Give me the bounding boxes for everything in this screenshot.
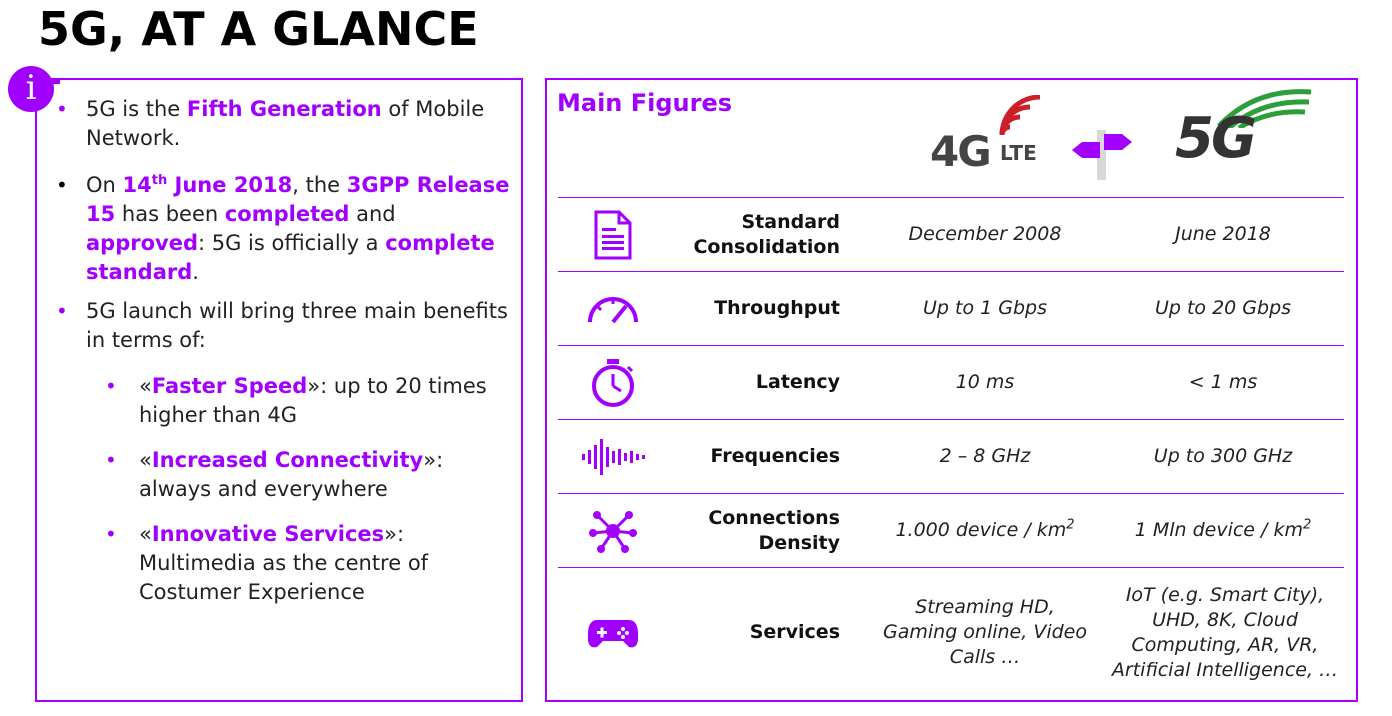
value-5g: Up to 20 Gbps [1154, 297, 1292, 319]
value-4g: Streaming HD, Gaming online, Video Calls… [883, 596, 1087, 668]
bullet-list: • 5G is the Fifth Generation of Mobile Ne… [52, 95, 512, 607]
value-5g: Up to 300 GHz [1153, 445, 1293, 467]
logo-5g: 5G [1175, 88, 1315, 173]
sub-bullet-connectivity: • «Increased Connectivity»: always and ev… [105, 448, 444, 501]
gamepad-icon [588, 619, 638, 647]
signpost-icon [1072, 130, 1132, 180]
sub-bullet-services: • «Innovative Services»: Multimedia as th… [105, 522, 429, 604]
page-title: 5G, AT A GLANCE [38, 2, 479, 56]
info-panel [35, 78, 523, 702]
value-5g: 1 Mln device / km2 [1134, 517, 1312, 541]
table-row: Standard Consolidation December 2008 Jun… [558, 197, 1344, 271]
network-hub-icon [589, 510, 637, 553]
stopwatch-icon [592, 358, 634, 407]
figures-table: Standard Consolidation December 2008 Jun… [558, 197, 1344, 697]
value-5g: June 2018 [1175, 223, 1271, 245]
table-row: Services Streaming HD, Gaming online, Vi… [558, 567, 1344, 697]
row-label: Frequencies [710, 445, 840, 467]
green-waves-icon [1217, 89, 1312, 128]
sound-wave-icon [582, 438, 645, 475]
value-5g: IoT (e.g. Smart City), UHD, 8K, Cloud Co… [1111, 583, 1339, 681]
document-icon [594, 210, 632, 259]
table-row: Connections Density 1.000 device / km2 1… [558, 493, 1344, 567]
main-figures-title: Main Figures [557, 89, 733, 117]
signal-waves-icon [999, 95, 1041, 136]
value-4g: December 2008 [908, 223, 1062, 245]
table-row: Latency 10 ms < 1 ms [558, 345, 1344, 419]
row-label: Throughput [714, 297, 840, 319]
logo-4g-lte: 4G LTE [930, 95, 1050, 176]
row-label: Latency [755, 371, 840, 393]
value-4g: 10 ms [955, 371, 1015, 393]
row-label: Services [749, 621, 840, 643]
bullet-benefits: • 5G launch will bring three main benefit… [56, 299, 508, 352]
bullet-release-15: • On 14th June 2018, the 3GPP Release 15 … [56, 173, 510, 284]
info-icon: i [8, 66, 60, 112]
value-5g: < 1 ms [1188, 371, 1258, 393]
table-row: Throughput Up to 1 Gbps Up to 20 Gbps [558, 271, 1344, 345]
main-figures-panel [545, 78, 1358, 702]
value-4g: Up to 1 Gbps [923, 297, 1047, 319]
speedometer-icon [588, 296, 638, 323]
row-label: Standard Consolidation [693, 210, 840, 258]
bullet-fifth-generation: • 5G is the Fifth Generation of Mobile Ne… [56, 97, 485, 150]
sub-bullet-faster-speed: • «Faster Speed»: up to 20 times higher t… [105, 374, 487, 427]
value-4g: 1.000 device / km2 [895, 517, 1075, 541]
row-label: Connections Density [708, 506, 840, 554]
value-4g: 2 – 8 GHz [939, 445, 1031, 467]
table-row: Frequencies 2 – 8 GHz Up to 300 GHz [558, 419, 1344, 493]
